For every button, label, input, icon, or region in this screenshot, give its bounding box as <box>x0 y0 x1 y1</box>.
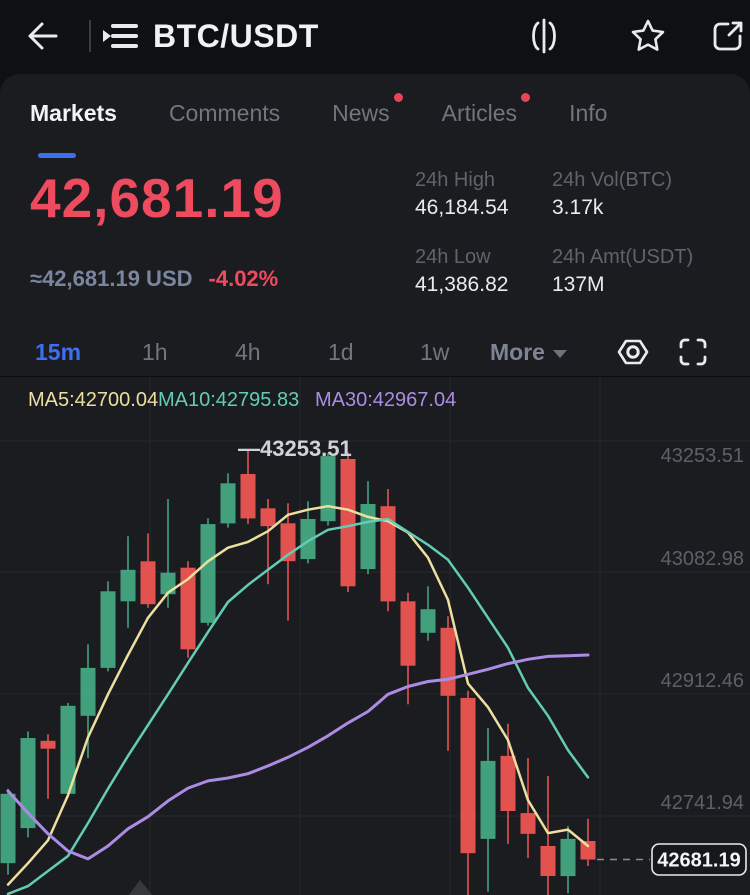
indicator-settings-icon[interactable] <box>616 335 650 369</box>
tab-articles[interactable]: Articles <box>442 93 531 142</box>
tab-comments[interactable]: Comments <box>168 100 281 126</box>
stat-24h-amt-usdt: 24h Amt(USDT) 137M <box>552 246 694 296</box>
timeframe-15m[interactable]: 15m <box>35 339 82 365</box>
tab-info[interactable]: Info <box>569 100 608 126</box>
high-price-annotation: —43253.51 <box>238 436 352 461</box>
share-export-icon[interactable] <box>708 16 748 56</box>
svg-text:42741.94: 42741.94 <box>661 792 744 814</box>
tab-bar: Markets Comments News Articles Info <box>30 93 730 158</box>
fullscreen-icon[interactable] <box>676 335 710 369</box>
compare-candles-icon[interactable] <box>524 16 564 56</box>
last-price: 42,681.19 <box>30 167 284 229</box>
stat-24h-low: 24h Low 41,386.82 <box>415 246 509 296</box>
candlestick-chart[interactable]: —43253.51 43253.51 43082.98 42912.46 42741.9… <box>0 376 750 895</box>
ma30-legend: MA30:42967.04 <box>315 389 457 411</box>
candles-layer <box>0 450 596 895</box>
ma10-legend: MA10:42795.83 <box>158 389 300 411</box>
back-arrow-icon[interactable] <box>20 16 60 56</box>
timeframe-4h[interactable]: 4h <box>235 339 261 365</box>
watermark-fragment <box>128 880 153 895</box>
stat-24h-high: 24h High 46,184.54 <box>415 169 509 219</box>
ma30-line <box>6 653 590 861</box>
chevron-down-icon <box>552 349 567 358</box>
timeframe-more-dropdown[interactable]: More <box>490 330 567 374</box>
last-price-tag: 42681.19 <box>657 850 740 872</box>
svg-text:43253.51: 43253.51 <box>661 445 744 467</box>
last-price-tag-box <box>651 843 747 876</box>
favorite-star-icon[interactable] <box>628 16 668 56</box>
tab-news[interactable]: News <box>332 93 403 142</box>
y-axis-labels: 43253.51 43082.98 42912.46 42741.94 <box>661 445 744 814</box>
ma5-line <box>6 504 590 886</box>
fiat-price: ≈42,681.19 USD <box>30 266 193 291</box>
chart-canvas[interactable]: —43253.51 43253.51 43082.98 42912.46 42741.9… <box>0 377 750 895</box>
svg-text:42912.46: 42912.46 <box>661 670 744 692</box>
ma10-line <box>6 517 590 895</box>
price-change-24h: -4.02% <box>208 266 279 291</box>
svg-text:43082.98: 43082.98 <box>661 548 744 570</box>
divider <box>89 20 91 52</box>
timeframe-1w[interactable]: 1w <box>420 339 450 365</box>
watchlist-list-icon[interactable] <box>100 16 140 56</box>
top-bar: BTC/USDT <box>0 0 750 72</box>
pair-title: BTC/USDT <box>153 18 319 54</box>
timeframe-1d[interactable]: 1d <box>328 339 354 365</box>
tab-markets[interactable]: Markets <box>30 96 117 158</box>
price-subline: ≈42,681.19 USD -4.02% <box>30 266 278 292</box>
timeframe-1h[interactable]: 1h <box>142 339 168 365</box>
stat-24h-vol-btc: 24h Vol(BTC) 3.17k <box>552 169 673 219</box>
timeframe-bar: 15m 1h 4h 1d 1w More <box>0 330 750 374</box>
ma5-legend: MA5:42700.04 <box>28 389 159 411</box>
content-card: Markets Comments News Articles Info 42,6… <box>0 74 750 895</box>
